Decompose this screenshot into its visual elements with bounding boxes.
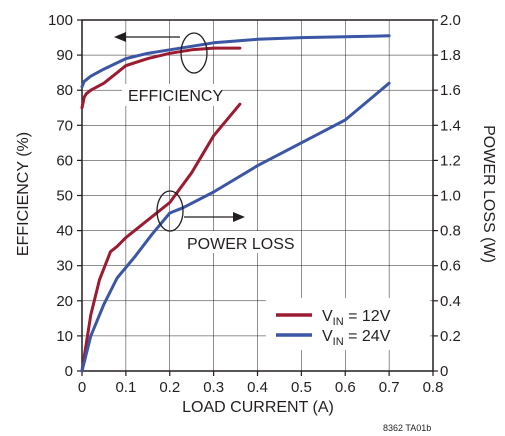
efficiency-annotation: EFFICIENCY <box>114 32 223 106</box>
y-right-tick-label: 0 <box>440 363 448 380</box>
y-right-tick-label: 1.4 <box>440 117 461 134</box>
x-tick-label: 0.2 <box>159 379 180 396</box>
tick-labels: 0 0.1 0.2 0.3 0.4 0.5 0.6 0.7 0.8010203040506070… <box>48 12 461 396</box>
x-tick-label: 0.1 <box>115 379 136 396</box>
power-loss-label-bg <box>182 231 294 253</box>
series-24v-power-loss-line <box>80 81 391 373</box>
y-left-tick-label: 80 <box>56 82 73 99</box>
y-right-tick-label: 1.6 <box>440 82 461 99</box>
y-right-tick-label: 0.4 <box>440 293 461 310</box>
y-axis-left-title: EFFICIENCY (%) <box>15 132 32 256</box>
x-tick-label: 0.3 <box>203 379 224 396</box>
y-left-tick-label: 70 <box>56 117 73 134</box>
y-right-tick-label: 1.0 <box>440 188 461 205</box>
power-loss-ellipse <box>156 190 184 232</box>
figure-code: 8362 TA01b <box>383 423 431 433</box>
y-left-tick-label: 40 <box>56 223 73 240</box>
grid <box>82 20 433 371</box>
y-axis-right-title: POWER LOSS (W) <box>480 125 497 263</box>
power-loss-arrowhead <box>233 212 245 222</box>
efficiency-label: EFFICIENCY <box>128 88 223 105</box>
series-12v-efficiency-line <box>80 46 242 110</box>
y-left-tick-label: 30 <box>56 258 73 275</box>
y-left-tick-label: 60 <box>56 152 73 169</box>
power-loss-label: POWER LOSS <box>187 236 295 253</box>
legend-bg <box>266 298 430 350</box>
y-right-tick-label: 0.6 <box>440 258 461 275</box>
legend: VIN = 12V VIN = 24V <box>266 298 430 350</box>
series-24v-efficiency-line <box>80 34 391 89</box>
data-curves <box>80 34 391 373</box>
x-tick-label: 0.4 <box>247 379 268 396</box>
y-left-tick-label: 50 <box>56 188 73 205</box>
efficiency-arrowhead <box>114 32 126 42</box>
x-tick-label: 0.8 <box>423 379 444 396</box>
legend-label-12v: VIN = 12V <box>322 308 391 328</box>
efficiency-ellipse <box>180 32 208 74</box>
y-right-tick-label: 0.8 <box>440 223 461 240</box>
y-left-tick-label: 20 <box>56 293 73 310</box>
y-right-tick-label: 1.2 <box>440 152 461 169</box>
legend-label-24v: VIN = 24V <box>322 328 391 348</box>
y-left-tick-label: 0 <box>65 363 73 380</box>
power-loss-annotation: POWER LOSS <box>156 190 295 253</box>
x-tick-label: 0.5 <box>291 379 312 396</box>
y-left-tick-label: 10 <box>56 328 73 345</box>
y-left-tick-label: 100 <box>48 12 73 29</box>
x-axis-title: LOAD CURRENT (A) <box>182 399 334 416</box>
y-right-tick-label: 1.8 <box>440 47 461 64</box>
y-right-tick-label: 2.0 <box>440 12 461 29</box>
series-12v-power-loss-line <box>80 102 242 373</box>
y-left-tick-label: 90 <box>56 47 73 64</box>
x-tick-label: 0.6 <box>335 379 356 396</box>
x-tick-label: 0 <box>78 379 86 396</box>
x-tick-label: 0.7 <box>379 379 400 396</box>
efficiency-label-bg <box>122 84 222 106</box>
y-right-tick-label: 0.2 <box>440 328 461 345</box>
